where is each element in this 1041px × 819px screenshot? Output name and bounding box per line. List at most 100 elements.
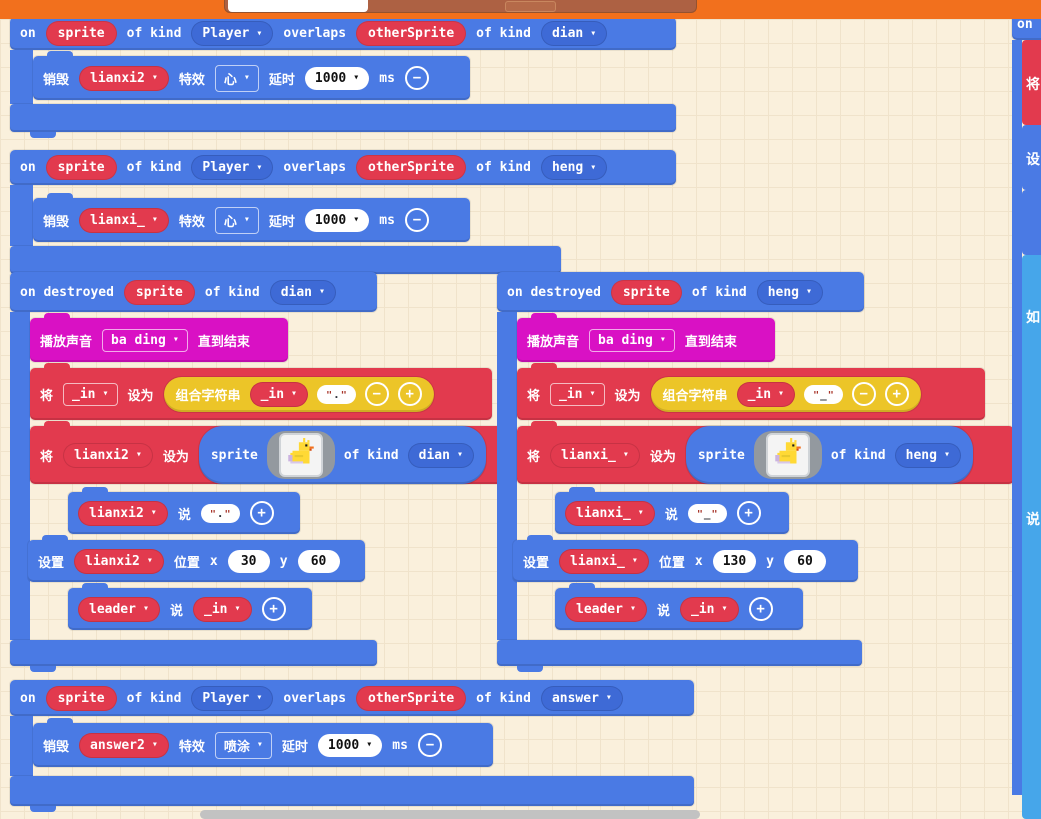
event-block-destroyed-dian-header[interactable]: on destroyed sprite of kind dian ▾ <box>10 272 377 312</box>
expand-plus-button[interactable]: + <box>736 501 761 525</box>
offscreen-logic-block[interactable]: 如 说 <box>1022 255 1041 819</box>
play-sound-block[interactable]: 播放声音 ba ding ▾ 直到结束 <box>30 313 288 362</box>
dropdown-effect-heart[interactable]: 心 ▾ <box>214 206 259 234</box>
set-position-block[interactable]: 设置 lianxi2 ▾ 位置 x 30 y 60 <box>28 535 365 582</box>
dropdown-target-answer2[interactable]: answer2 ▾ <box>79 732 169 758</box>
set-position-block[interactable]: 设置 lianxi_ ▾ 位置 x 130 y 60 <box>513 535 858 582</box>
sprite-say-block[interactable]: lianxi2 ▾ 说 ". " + <box>68 487 300 534</box>
dropdown-kind-dian[interactable]: dian ▾ <box>407 442 474 468</box>
dropdown-var-lianxi_[interactable]: lianxi_ ▾ <box>559 548 649 574</box>
dropdown-sound[interactable]: ba ding ▾ <box>102 328 188 352</box>
dropdown-effect-heart[interactable]: 心 ▾ <box>214 64 259 92</box>
dropdown-target-lianxi_[interactable]: lianxi_ ▾ <box>79 207 169 233</box>
dropdown-kind-heng[interactable]: heng ▾ <box>540 155 608 180</box>
dropdown-effect-spray[interactable]: 喷涂 ▾ <box>214 731 272 759</box>
block-footer[interactable] <box>10 640 377 672</box>
toolbar-button[interactable] <box>505 1 556 12</box>
block-spine[interactable] <box>10 716 33 776</box>
offscreen-sprite-block[interactable]: 设 <box>1022 125 1041 190</box>
block-spine[interactable] <box>10 312 30 640</box>
string-literal-field[interactable]: " _ " <box>687 503 727 523</box>
set-variable-sprite-block[interactable]: 将 lianxi2 ▾ 设为 sprite of kind dian ▾ <box>30 421 510 484</box>
dropdown-kind-dian[interactable]: dian ▾ <box>540 21 608 46</box>
dropdown-var-in[interactable]: _in ▾ <box>249 381 309 407</box>
block-footer[interactable] <box>10 776 694 812</box>
string-literal-field[interactable]: " _ " <box>804 384 843 404</box>
string-literal-field[interactable]: ". " <box>317 384 356 404</box>
x-value-field[interactable]: 130 <box>712 549 757 573</box>
block-spine[interactable] <box>10 185 33 246</box>
param-sprite[interactable]: sprite <box>45 155 117 180</box>
join-string-block[interactable]: 组合字符串 _in ▾ ". " − + <box>163 376 434 412</box>
dropdown-kind-player[interactable]: Player ▾ <box>191 155 274 180</box>
param-othersprite[interactable]: otherSprite <box>356 155 467 180</box>
block-footer[interactable] <box>10 104 676 138</box>
destroy-sprite-block[interactable]: 销毁 lianxi_ ▾ 特效 心 ▾ 延时 1000 ▾ ms − <box>33 193 470 242</box>
event-block-overlap-answer-header[interactable]: on sprite of kind Player ▾ overlaps other… <box>10 680 694 716</box>
dropdown-delay-ms[interactable]: 1000 ▾ <box>317 733 383 757</box>
event-block-overlap-heng-header[interactable]: on sprite of kind Player ▾ overlaps other… <box>10 150 676 185</box>
sprite-say-var-block[interactable]: leader ▾ 说 _in ▾ + <box>555 583 803 630</box>
expand-plus-button[interactable]: + <box>748 597 773 621</box>
dropdown-var-lianxi_[interactable]: lianxi_ ▾ <box>550 442 640 468</box>
collapse-minus-button[interactable]: − <box>404 208 429 232</box>
create-sprite-block[interactable]: sprite of kind heng ▾ <box>685 426 973 484</box>
dropdown-target-lianxi2[interactable]: lianxi2 ▾ <box>79 65 169 91</box>
sprite-say-block[interactable]: lianxi_ ▾ 说 " _ " + <box>555 487 789 534</box>
block-footer[interactable] <box>497 640 862 672</box>
dropdown-var-leader[interactable]: leader ▾ <box>565 596 647 622</box>
param-sprite[interactable]: sprite <box>123 279 195 305</box>
dropdown-kind-heng[interactable]: heng ▾ <box>894 442 961 468</box>
blocks-workspace[interactable]: on sprite of kind Player ▾ overlaps other… <box>0 8 1041 819</box>
param-sprite[interactable]: sprite <box>610 279 682 305</box>
destroy-sprite-block[interactable]: 销毁 lianxi2 ▾ 特效 心 ▾ 延时 1000 ▾ ms − <box>33 51 470 100</box>
dropdown-var-in[interactable]: _in ▾ <box>193 596 252 622</box>
set-variable-join-block[interactable]: 将 _in ▾ 设为 组合字符串 _in ▾ ". " − + <box>30 363 492 420</box>
dropdown-var-lianxi2[interactable]: lianxi2 ▾ <box>78 500 168 526</box>
param-othersprite[interactable]: otherSprite <box>356 685 467 711</box>
block-footer[interactable] <box>10 246 561 280</box>
expand-plus-button[interactable]: + <box>249 501 274 525</box>
destroy-sprite-block[interactable]: 销毁 answer2 ▾ 特效 喷涂 ▾ 延时 1000 ▾ ms − <box>33 718 493 767</box>
dropdown-var-lianxi_[interactable]: lianxi_ ▾ <box>565 500 655 526</box>
add-arg-button[interactable]: + <box>884 382 909 406</box>
y-value-field[interactable]: 60 <box>297 549 340 573</box>
dropdown-var-in[interactable]: _in ▾ <box>550 382 605 406</box>
offscreen-block-spine[interactable] <box>1012 40 1022 795</box>
set-variable-join-block[interactable]: 将 _in ▾ 设为 组合字符串 _in ▾ " _ " − + <box>517 363 985 420</box>
dropdown-sound[interactable]: ba ding ▾ <box>589 328 675 352</box>
horizontal-scrollbar[interactable] <box>200 810 700 819</box>
remove-arg-button[interactable]: − <box>851 382 876 406</box>
dropdown-kind-player[interactable]: Player ▾ <box>191 21 274 46</box>
dropdown-kind-dian[interactable]: dian ▾ <box>269 279 337 305</box>
offscreen-variable-block[interactable]: 将 <box>1022 40 1041 125</box>
dropdown-delay-ms[interactable]: 1000 ▾ <box>304 66 370 90</box>
string-literal-field[interactable]: ". " <box>200 503 240 523</box>
event-block-overlap-dian-header[interactable]: on sprite of kind Player ▾ overlaps other… <box>10 17 676 50</box>
add-arg-button[interactable]: + <box>397 382 422 406</box>
sprite-say-var-block[interactable]: leader ▾ 说 _in ▾ + <box>68 583 312 630</box>
dropdown-kind-heng[interactable]: heng ▾ <box>756 279 824 305</box>
address-input[interactable] <box>228 0 368 12</box>
dropdown-kind-player[interactable]: Player ▾ <box>191 685 274 711</box>
sprite-image-slot[interactable] <box>753 431 822 479</box>
block-spine[interactable] <box>10 50 33 104</box>
param-sprite[interactable]: sprite <box>45 685 117 711</box>
dropdown-var-lianxi2[interactable]: lianxi2 ▾ <box>63 442 153 468</box>
collapse-minus-button[interactable]: − <box>404 66 429 90</box>
y-value-field[interactable]: 60 <box>784 549 826 573</box>
x-value-field[interactable]: 30 <box>227 549 270 573</box>
join-string-block[interactable]: 组合字符串 _in ▾ " _ " − + <box>650 376 921 412</box>
dropdown-var-lianxi2[interactable]: lianxi2 ▾ <box>74 548 164 574</box>
expand-plus-button[interactable]: + <box>261 597 286 621</box>
collapse-minus-button[interactable]: − <box>417 733 442 757</box>
remove-arg-button[interactable]: − <box>364 382 389 406</box>
event-block-destroyed-heng-header[interactable]: on destroyed sprite of kind heng ▾ <box>497 272 864 312</box>
dropdown-var-in[interactable]: _in ▾ <box>736 381 796 407</box>
offscreen-sprite-block[interactable] <box>1022 190 1041 255</box>
dropdown-delay-ms[interactable]: 1000 ▾ <box>304 208 370 232</box>
create-sprite-block[interactable]: sprite of kind dian ▾ <box>198 426 486 484</box>
sprite-image-slot[interactable] <box>266 431 335 479</box>
dropdown-var-leader[interactable]: leader ▾ <box>78 596 160 622</box>
dropdown-var-in[interactable]: _in ▾ <box>680 596 739 622</box>
